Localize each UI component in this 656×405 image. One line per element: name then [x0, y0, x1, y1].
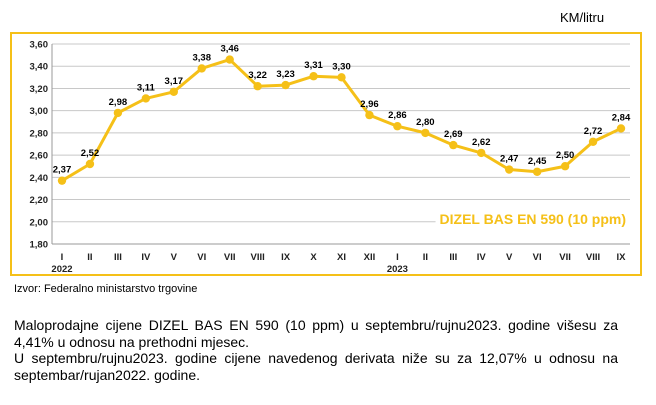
data-point: [57, 176, 67, 185]
data-point: [393, 122, 402, 131]
x-tick-label: VIII: [251, 252, 265, 263]
description: Maloprodajne cijene DIZEL BAS EN 590 (10…: [14, 317, 618, 383]
data-label: 2,45: [528, 156, 547, 167]
x-tick-label: VII: [224, 252, 236, 263]
x-tick-label: IX: [281, 252, 291, 263]
data-label: 2,47: [500, 154, 519, 165]
data-point: [85, 159, 95, 169]
data-point: [560, 162, 570, 171]
data-label: 2,69: [444, 129, 463, 140]
data-label: 3,31: [304, 60, 323, 71]
x-tick-label: IV: [141, 252, 151, 263]
legend-background: [435, 210, 630, 228]
y-tick-label: 3,60: [30, 40, 49, 51]
data-point: [588, 137, 598, 146]
legend-label: DIZEL BAS EN 590 (10 ppm): [440, 211, 626, 227]
grid-layer: [52, 43, 630, 245]
data-point: [365, 110, 374, 120]
y-tick-label: 3,40: [30, 62, 49, 73]
data-label: 2,52: [81, 148, 100, 159]
x-tick-label: V: [171, 252, 178, 263]
data-label: 2,62: [472, 137, 491, 148]
data-point: [421, 128, 430, 138]
data-label: 2,37: [53, 165, 72, 176]
x-tick-label: III: [114, 252, 122, 263]
data-point: [309, 72, 318, 81]
data-label: 2,86: [388, 110, 407, 121]
y-tick-label: 2,40: [30, 173, 49, 184]
data-label: 2,80: [416, 117, 435, 128]
x-tick-label: IX: [617, 252, 627, 263]
x-tick-label: V: [506, 252, 513, 263]
data-label: 3,38: [193, 52, 212, 63]
data-point: [532, 167, 542, 176]
label-layer: 2,37 2,52 2,98 3,11 3,17 3,38 3,46 3,22 3,23 3,31…: [53, 44, 631, 176]
data-label: 3,46: [220, 44, 239, 55]
y-tick-label: 3,20: [30, 84, 49, 95]
description-paragraph-1: Maloprodajne cijene DIZEL BAS EN 590 (10…: [14, 317, 618, 350]
year-label: 2022: [51, 264, 72, 275]
year-label: 2023: [387, 264, 408, 275]
data-point: [197, 64, 206, 73]
y-tick-label: 2,00: [30, 217, 49, 228]
data-point: [225, 55, 234, 64]
legend-layer: DIZEL BAS EN 590 (10 ppm): [435, 210, 630, 228]
axis-layer: 1,80 2,00 2,20 2,40 2,60 2,80 3,00 3,20 3,40 3,60…: [30, 40, 630, 275]
data-point: [141, 94, 151, 103]
data-label: 2,96: [360, 99, 379, 110]
y-tick-label: 3,00: [30, 106, 49, 117]
data-label: 3,17: [165, 76, 184, 87]
chart-frame-border: [10, 32, 642, 276]
data-point: [169, 87, 178, 96]
x-tick-label: VIII: [586, 252, 600, 263]
x-tick-label: X: [310, 252, 317, 263]
y-tick-label: 2,60: [30, 151, 49, 162]
chart-svg: 1,80 2,00 2,20 2,40 2,60 2,80 3,00 3,20 3,40 3,60…: [10, 32, 642, 276]
data-label: 3,23: [276, 69, 295, 80]
data-label: 2,84: [612, 112, 631, 123]
data-point: [449, 140, 458, 150]
x-tick-label: I: [61, 252, 64, 263]
data-label: 2,98: [109, 97, 128, 108]
y-tick-label: 2,80: [30, 128, 49, 139]
y-tick-label: 2,20: [30, 195, 49, 206]
data-point: [253, 82, 262, 91]
x-tick-label: IV: [477, 252, 487, 263]
data-point: [337, 73, 346, 82]
data-label: 2,50: [556, 150, 575, 161]
series-layer: [57, 55, 626, 185]
x-tick-label: I: [396, 252, 399, 263]
x-tick-label: III: [449, 252, 457, 263]
x-tick-label: XI: [337, 252, 346, 263]
x-tick-label: II: [87, 252, 92, 263]
data-label: 3,11: [137, 82, 156, 93]
data-label: 2,72: [584, 126, 603, 137]
data-point: [505, 165, 514, 174]
description-paragraph-2: U septembru/rujnu2023. godine cijene nav…: [14, 350, 618, 383]
data-point: [616, 124, 626, 133]
unit-label: KM/litru: [560, 10, 605, 25]
data-point: [113, 108, 123, 118]
data-label: 3,22: [248, 70, 267, 81]
data-point: [281, 80, 290, 90]
x-tick-label: VI: [197, 252, 206, 263]
source-note: Izvor: Federalno ministarstvo trgovine: [14, 283, 198, 295]
y-tick-label: 1,80: [30, 240, 49, 251]
x-tick-label: II: [423, 252, 428, 263]
x-tick-label: VI: [533, 252, 542, 263]
data-label: 3,30: [332, 61, 351, 72]
x-tick-label: XII: [364, 252, 376, 263]
data-point: [477, 148, 486, 158]
price-chart: 1,80 2,00 2,20 2,40 2,60 2,80 3,00 3,20 3,40 3,60…: [10, 32, 642, 276]
x-tick-label: VII: [559, 252, 571, 263]
